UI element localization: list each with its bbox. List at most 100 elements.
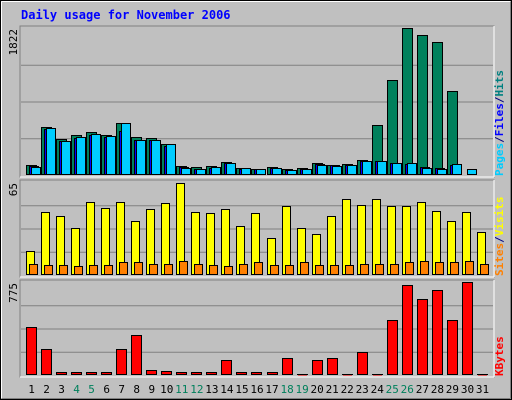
bar-visits-day-8 [131, 221, 140, 275]
x-tick-label: 26 [401, 383, 414, 396]
bar-pages-day-25 [392, 163, 402, 175]
bar-sites-day-14 [224, 266, 233, 275]
bar-sites-day-2 [44, 265, 53, 275]
bar-kbytes-day-24 [372, 374, 383, 376]
legend-part: / [493, 236, 506, 243]
bar-visits-day-15 [236, 226, 245, 275]
bar-sites-day-31 [480, 264, 489, 275]
bar-visits-day-5 [86, 202, 95, 275]
bar-sites-day-5 [89, 265, 98, 275]
legend-part: Hits [493, 70, 506, 97]
bar-kbytes-day-5 [86, 372, 97, 375]
bar-kbytes-day-21 [327, 358, 338, 375]
bar-kbytes-day-7 [116, 349, 127, 375]
x-tick-label: 27 [416, 383, 429, 396]
bar-kbytes-day-16 [251, 372, 262, 375]
bar-kbytes-day-27 [417, 299, 428, 375]
bar-pages-day-11 [181, 168, 191, 175]
bar-pages-day-1 [31, 167, 41, 175]
x-tick-label: 11 [175, 383, 188, 396]
bar-visits-day-27 [417, 202, 426, 275]
bar-visits-day-17 [267, 238, 276, 275]
legend-part: Pages [493, 143, 506, 176]
bar-sites-day-7 [119, 262, 128, 275]
bar-visits-day-19 [297, 228, 306, 275]
bar-pages-day-8 [136, 140, 146, 175]
bar-visits-day-23 [357, 205, 366, 275]
bar-sites-day-20 [315, 265, 324, 275]
bar-sites-day-23 [360, 264, 369, 275]
x-tick-label: 15 [235, 383, 248, 396]
legend-part: Files [493, 103, 506, 136]
bar-visits-day-18 [282, 206, 291, 275]
bar-visits-day-10 [161, 203, 170, 275]
x-tick-label: 2 [43, 383, 50, 396]
bar-pages-day-18 [287, 170, 297, 175]
x-tick-label: 17 [265, 383, 278, 396]
x-tick-label: 5 [88, 383, 95, 396]
bar-kbytes-day-12 [191, 372, 202, 375]
bar-sites-day-16 [254, 262, 263, 275]
bar-sites-day-10 [164, 264, 173, 275]
bar-pages-day-4 [76, 137, 86, 175]
bar-kbytes-day-13 [206, 372, 217, 375]
bar-visits-day-11 [176, 183, 185, 275]
x-tick-label: 1 [28, 383, 35, 396]
bar-pages-day-23 [362, 161, 372, 175]
bar-visits-day-22 [342, 199, 351, 275]
bar-kbytes-day-25 [387, 320, 398, 375]
bar-hits-day-29 [447, 91, 458, 175]
x-tick-label: 31 [476, 383, 489, 396]
bar-pages-day-20 [317, 165, 327, 175]
x-tick-label: 23 [356, 383, 369, 396]
series-axis-label: Pages/Files/Hits [493, 70, 506, 176]
bar-pages-day-22 [347, 165, 357, 175]
bar-sites-day-25 [390, 264, 399, 275]
bar-hits-day-27 [417, 35, 428, 175]
x-tick-label: 9 [148, 383, 155, 396]
bar-sites-day-19 [300, 262, 309, 275]
x-tick-label: 13 [205, 383, 218, 396]
bar-kbytes-day-20 [312, 360, 323, 375]
y-max-label: 65 [7, 183, 20, 196]
bar-sites-day-28 [435, 262, 444, 275]
bar-kbytes-day-9 [146, 370, 157, 375]
x-tick-label: 30 [461, 383, 474, 396]
bar-sites-day-8 [134, 262, 143, 275]
x-tick-label: 10 [160, 383, 173, 396]
x-tick-label: 20 [310, 383, 323, 396]
bar-visits-day-20 [312, 234, 321, 275]
bar-pages-day-15 [241, 168, 251, 175]
bar-sites-day-6 [104, 265, 113, 275]
bar-kbytes-day-26 [402, 285, 413, 375]
bar-kbytes-day-28 [432, 290, 443, 375]
bar-kbytes-day-18 [282, 358, 293, 375]
bar-visits-day-29 [447, 221, 456, 275]
x-tick-label: 4 [73, 383, 80, 396]
bar-kbytes-day-19 [297, 374, 308, 376]
bar-hits-day-25 [387, 80, 398, 175]
bar-visits-day-14 [221, 209, 230, 275]
bar-pages-day-21 [332, 166, 342, 175]
bar-pages-day-26 [407, 163, 417, 175]
bar-visits-day-9 [146, 209, 155, 275]
x-tick-label: 7 [118, 383, 125, 396]
bar-visits-day-4 [71, 228, 80, 275]
bar-pages-day-27 [422, 168, 432, 175]
bar-kbytes-day-3 [56, 372, 67, 375]
y-max-label: 1822 [7, 29, 20, 56]
bar-sites-day-22 [345, 265, 354, 275]
bar-hits-day-28 [432, 42, 443, 175]
x-tick-label: 3 [58, 383, 65, 396]
bar-visits-day-28 [432, 211, 441, 275]
bar-pages-day-24 [377, 161, 387, 175]
bar-hits-day-26 [402, 28, 413, 175]
bar-pages-day-16 [256, 169, 266, 175]
bar-pages-day-28 [437, 169, 447, 175]
bar-kbytes-day-29 [447, 320, 458, 375]
bar-pages-day-3 [61, 141, 71, 175]
bar-pages-day-29 [452, 164, 462, 175]
bar-visits-day-2 [41, 212, 50, 275]
bar-visits-day-7 [116, 202, 125, 275]
x-tick-label: 29 [446, 383, 459, 396]
